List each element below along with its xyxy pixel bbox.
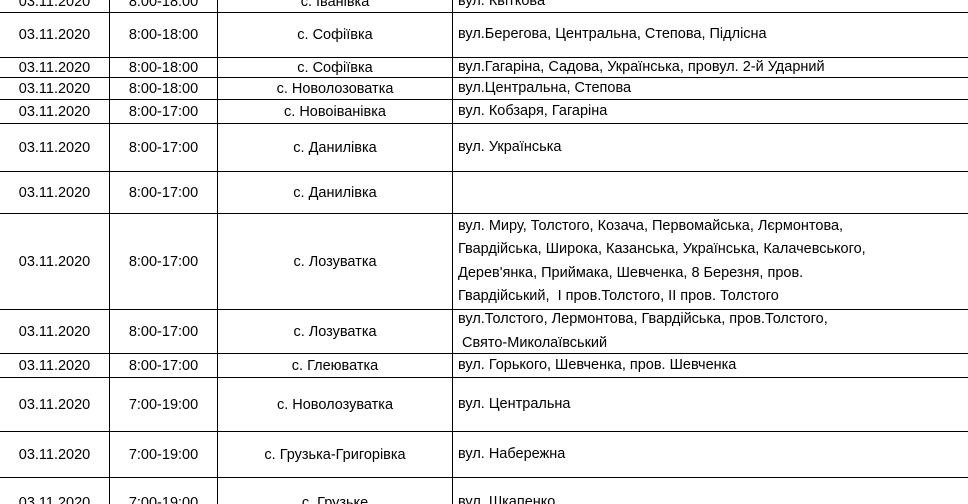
streets-cell: вул. Горького, Шевченка, пров. Шевченка <box>453 354 968 377</box>
date-cell: 03.11.2020 <box>0 478 110 504</box>
time-cell: 8:00-17:00 <box>110 172 218 213</box>
street-lines: вул.Берегова, Центральна, Степова, Підлі… <box>458 23 767 47</box>
street-line: вул. Кобзаря, Гагаріна <box>458 102 608 119</box>
date-cell: 03.11.2020 <box>0 214 110 309</box>
streets-cell: вул. Кобзаря, Гагаріна <box>453 100 968 123</box>
street-line: вул.Центральна, Степова <box>458 79 632 96</box>
street-lines: вул. Квіткова <box>458 0 545 13</box>
time-cell: 7:00-19:00 <box>110 478 218 504</box>
table-row: 03.11.2020 8:00-18:00 с. Іванівка вул. Квіт… <box>0 0 968 13</box>
date-cell: 03.11.2020 <box>0 378 110 431</box>
village-cell: с. Софіївка <box>218 58 453 77</box>
street-line: Гвардійська, Широка, Казанська, Українсь… <box>458 241 866 257</box>
street-line: вул. Центральна <box>458 395 571 412</box>
table-row: 03.11.2020 8:00-18:00 с. Софіївка вул.Гагар… <box>0 58 968 78</box>
time-cell: 8:00-18:00 <box>110 13 218 57</box>
street-lines: вул. Горького, Шевченка, пров. Шевченка <box>458 354 736 378</box>
village-cell: с. Софіївка <box>218 13 453 57</box>
time-cell: 7:00-19:00 <box>110 432 218 477</box>
date-cell: 03.11.2020 <box>0 124 110 171</box>
time-cell: 8:00-17:00 <box>110 100 218 123</box>
streets-cell: вул.Толстого, Лермонтова, Гвардійська, п… <box>453 310 968 353</box>
time-cell: 8:00-18:00 <box>110 58 218 77</box>
streets-cell: вул.Гагаріна, Садова, Українська, провул… <box>453 58 968 77</box>
village-cell: с. Новолозуватка <box>218 378 453 431</box>
date-cell: 03.11.2020 <box>0 0 110 12</box>
streets-cell: вул. Українська <box>453 124 968 171</box>
table-row: 03.11.2020 8:00-18:00 с. Софіївка вул.Берег… <box>0 13 968 58</box>
village-cell: с. Лозуватка <box>218 310 453 353</box>
street-lines: вул. Центральна <box>458 393 571 417</box>
time-cell: 8:00-17:00 <box>110 354 218 377</box>
street-line: вул. Українська <box>458 138 562 155</box>
streets-cell: вул. Квіткова <box>453 0 968 12</box>
village-cell: с. Лозуватка <box>218 214 453 309</box>
village-cell: с. Грузьке <box>218 478 453 504</box>
table-row: 03.11.2020 8:00-17:00 с. Данилівка <box>0 172 968 214</box>
time-cell: 8:00-18:00 <box>110 78 218 99</box>
table-row: 03.11.2020 8:00-17:00 с. Данилівка вул. Укр… <box>0 124 968 172</box>
table-row: 03.11.2020 8:00-18:00 с. Новолозоватка вул.… <box>0 78 968 100</box>
village-cell: с. Данилівка <box>218 124 453 171</box>
street-lines: вул.Гагаріна, Садова, Українська, провул… <box>458 56 825 80</box>
table-row: 03.11.2020 8:00-17:00 с. Лозуватка вул. Мир… <box>0 214 968 310</box>
street-line: вул. Горького, Шевченка, пров. Шевченка <box>458 356 737 373</box>
village-cell: с. Новоіванівка <box>218 100 453 123</box>
streets-cell: вул. Шкапенко <box>453 478 968 504</box>
street-line: вул. Шкапенко <box>458 493 556 504</box>
streets-cell: вул. Центральна <box>453 378 968 431</box>
street-lines: вул.Толстого, Лермонтова, Гвардійська, п… <box>458 308 828 355</box>
time-cell: 8:00-17:00 <box>110 310 218 353</box>
street-lines: вул. Миру, Толстого, Козача, Первомайськ… <box>458 215 866 309</box>
street-line: Свято-Миколаївський <box>458 334 608 351</box>
street-line: Дерев'янка, Приймака, Шевченка, 8 Березн… <box>458 264 804 281</box>
street-line: вул.Гагаріна, Садова, Українська, провул… <box>458 58 825 75</box>
village-cell: с. Грузька-Григорівка <box>218 432 453 477</box>
streets-cell: вул. Набережна <box>453 432 968 477</box>
street-line: Гвардійський, І пров.Толстого, ІІ пров. … <box>458 288 779 304</box>
table-row: 03.11.2020 7:00-19:00 с. Новолозуватка вул.… <box>0 378 968 432</box>
date-cell: 03.11.2020 <box>0 78 110 99</box>
table-row: 03.11.2020 8:00-17:00 с. Лозуватка вул.Толс… <box>0 310 968 354</box>
street-lines: вул. Набережна <box>458 443 565 467</box>
table-row: 03.11.2020 8:00-17:00 с. Новоіванівка вул. … <box>0 100 968 124</box>
table-row: 03.11.2020 7:00-19:00 с. Грузьке вул. Шкапе… <box>0 478 968 504</box>
street-lines: вул. Українська <box>458 136 561 160</box>
time-cell: 7:00-19:00 <box>110 378 218 431</box>
date-cell: 03.11.2020 <box>0 13 110 57</box>
date-cell: 03.11.2020 <box>0 58 110 77</box>
date-cell: 03.11.2020 <box>0 172 110 213</box>
time-cell: 8:00-17:00 <box>110 214 218 309</box>
village-cell: с. Данилівка <box>218 172 453 213</box>
date-cell: 03.11.2020 <box>0 100 110 123</box>
time-cell: 8:00-17:00 <box>110 124 218 171</box>
table-row: 03.11.2020 8:00-17:00 с. Глеюватка вул. Гор… <box>0 354 968 378</box>
streets-cell: вул. Миру, Толстого, Козача, Первомайськ… <box>453 214 968 309</box>
street-line: вул. Набережна <box>458 445 566 462</box>
village-cell: с. Глеюватка <box>218 354 453 377</box>
date-cell: 03.11.2020 <box>0 354 110 377</box>
street-lines: вул. Шкапенко <box>458 491 555 504</box>
streets-cell: вул.Берегова, Центральна, Степова, Підлі… <box>453 13 968 57</box>
date-cell: 03.11.2020 <box>0 310 110 353</box>
streets-cell <box>453 172 968 213</box>
street-line: вул.Толстого, Лермонтова, Гвардійська, п… <box>458 311 828 327</box>
village-cell: с. Новолозоватка <box>218 78 453 99</box>
date-cell: 03.11.2020 <box>0 432 110 477</box>
table-row: 03.11.2020 7:00-19:00 с. Грузька-Григорівк… <box>0 432 968 478</box>
street-lines: вул. Кобзаря, Гагаріна <box>458 100 607 124</box>
street-line: вул. Квіткова <box>458 0 546 9</box>
time-cell: 8:00-18:00 <box>110 0 218 12</box>
street-lines: вул.Центральна, Степова <box>458 77 631 101</box>
village-cell: с. Іванівка <box>218 0 453 12</box>
street-line: вул. Миру, Толстого, Козача, Первомайськ… <box>458 217 844 234</box>
streets-cell: вул.Центральна, Степова <box>453 78 968 99</box>
street-line: вул.Берегова, Центральна, Степова, Підлі… <box>458 26 767 43</box>
